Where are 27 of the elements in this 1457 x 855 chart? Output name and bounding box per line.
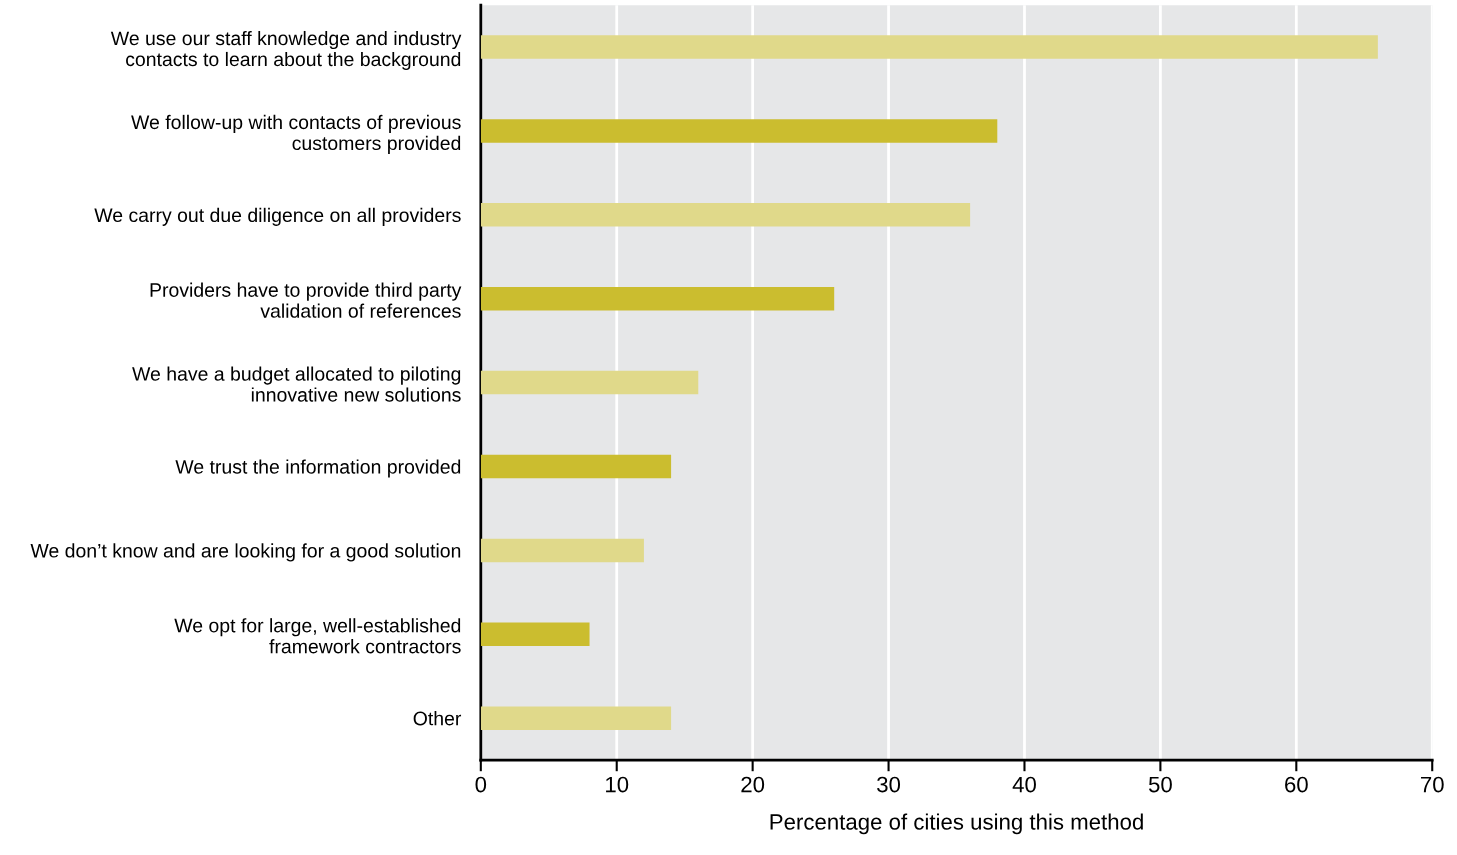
x-tick-label: 40 xyxy=(1012,776,1036,793)
bar xyxy=(480,706,672,730)
y-tick-label: We use our staff knowledge and industry contacts to learn about the background xyxy=(110,30,462,71)
bar xyxy=(480,119,998,143)
x-tick-label: 20 xyxy=(741,776,765,793)
x-tick-label: 50 xyxy=(1148,776,1172,793)
y-tick-label: Other xyxy=(413,711,462,726)
bar xyxy=(480,203,971,227)
bar xyxy=(480,538,644,563)
y-tick-label: We opt for large, well-established framework contractors xyxy=(174,618,461,654)
y-tick-label: We follow-up with contacts of previous customers provided xyxy=(131,114,461,154)
bar xyxy=(480,370,699,395)
bar xyxy=(480,35,1378,59)
y-tick-label: We trust the information provided xyxy=(175,459,461,478)
bar xyxy=(480,286,835,311)
y-tick-label: We don’t know and are looking for a good solution xyxy=(30,543,461,562)
bar xyxy=(480,622,590,647)
x-axis-title: Percentage of cities using this method xyxy=(770,813,1143,835)
y-tick-label: We carry out due diligence on all providers xyxy=(94,207,461,226)
bar xyxy=(480,454,672,479)
x-tick-label: 0 xyxy=(475,776,487,793)
y-tick-label: Providers have to provide third party validation of references xyxy=(150,282,462,318)
y-tick-label: We have a budget allocated to piloting innovative new solutions xyxy=(132,366,461,402)
x-tick-label: 30 xyxy=(877,776,901,793)
x-tick-label: 60 xyxy=(1285,776,1308,793)
x-tick-label: 70 xyxy=(1421,776,1444,793)
x-tick-label: 10 xyxy=(606,776,629,793)
